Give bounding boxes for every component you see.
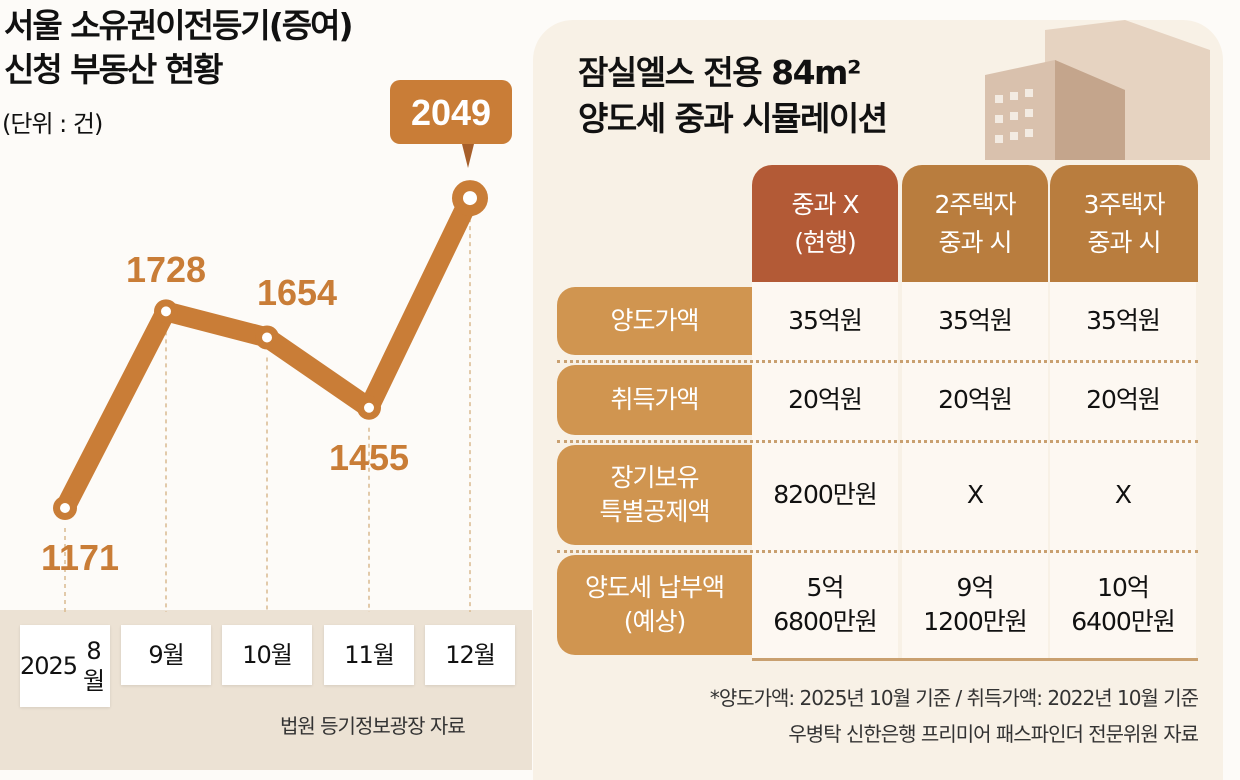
row-label: 양도세 납부액 (예상) — [557, 555, 752, 655]
cell-text: 양도가액 — [610, 306, 699, 335]
cell-text: 3주택자 — [1083, 189, 1166, 219]
data-point-center — [463, 191, 477, 206]
data-point-center — [262, 332, 272, 343]
x-tick-label: 9월 — [121, 625, 211, 685]
table-cell: 35억원 — [1050, 287, 1196, 355]
data-label: 1171 — [41, 537, 119, 578]
table-cell: 8200만원 — [752, 445, 898, 545]
unit-label: (단위 : 건) — [2, 110, 103, 138]
cell-text: (예상) — [623, 607, 687, 636]
data-label: 1455 — [329, 437, 409, 478]
tick-text: 12월 — [445, 641, 496, 669]
row-divider — [557, 440, 1198, 443]
cell-text: X — [1114, 480, 1132, 509]
cell-text: 8200만원 — [773, 480, 878, 509]
cell-text: 35억원 — [938, 306, 1013, 335]
x-tick-label: 11월 — [324, 625, 414, 685]
row-label: 양도가액 — [557, 287, 752, 355]
source-note: 우병탁 신한은행 프리미어 패스파인더 전문위원 자료 — [788, 722, 1199, 746]
callout-pointer — [462, 144, 474, 168]
x-tick-label: 2025 8월 — [20, 625, 110, 707]
cell-text: 9억 — [956, 573, 995, 602]
cell-text: 중과 시 — [1087, 227, 1162, 257]
cell-text: 10억 — [1097, 573, 1150, 602]
table-cell: 35억원 — [902, 287, 1048, 355]
table-cell: 35억원 — [752, 287, 898, 355]
cell-text: 1200만원 — [923, 607, 1028, 636]
cell-text: 양도세 납부액 — [585, 573, 725, 602]
table-title-line: 양도세 중과 시뮬레이션 — [578, 99, 888, 138]
cell-text: 6800만원 — [773, 607, 878, 636]
tick-text: 2025 — [20, 652, 78, 680]
cell-text: 특별공제액 — [599, 497, 710, 526]
highlight-callout — [390, 80, 512, 144]
table-cell: 9억 1200만원 — [902, 555, 1048, 655]
tick-text: 9월 — [148, 641, 184, 669]
cell-text: 20억원 — [938, 385, 1013, 414]
table-cell: 20억원 — [752, 365, 898, 435]
table-cell: 20억원 — [902, 365, 1048, 435]
tick-text: 8월 — [82, 637, 105, 695]
cell-text: 20억원 — [1086, 385, 1161, 414]
table-title: 잠실엘스 전용 84m² 양도세 중과 시뮬레이션 — [578, 50, 888, 142]
cell-text: (현행) — [794, 227, 857, 257]
data-label: 1654 — [257, 272, 337, 313]
data-label: 2049 — [411, 92, 491, 133]
cell-text: 2주택자 — [934, 189, 1017, 219]
table-bottom-line — [752, 658, 1198, 661]
cell-text: 중과 X — [791, 189, 859, 219]
cell-text: 35억원 — [1086, 306, 1161, 335]
title-line: 신청 부동산 현황 — [4, 50, 223, 89]
table-cell: X — [1050, 445, 1196, 545]
table-title-line: 잠실엘스 전용 84m² — [578, 53, 861, 92]
row-label: 취득가액 — [557, 365, 752, 435]
cell-text: 중과 시 — [938, 227, 1013, 257]
cell-text: 35억원 — [788, 306, 863, 335]
cell-text: 취득가액 — [610, 385, 699, 414]
title-line: 서울 소유권이전등기(증여) — [4, 6, 354, 45]
column-bg — [1050, 282, 1196, 660]
cell-text: 5억 — [806, 573, 845, 602]
apartment-building-illustration — [985, 20, 1210, 160]
data-label: 1728 — [126, 249, 206, 290]
column-header: 중과 X (현행) — [752, 165, 898, 282]
cell-text: 장기보유 — [610, 463, 699, 492]
table-cell: 10억 6400만원 — [1050, 555, 1196, 655]
x-tick-label: 12월 — [425, 625, 515, 685]
table-cell: 5억 6800만원 — [752, 555, 898, 655]
cell-text: 20억원 — [788, 385, 863, 414]
row-divider — [557, 550, 1198, 553]
table-cell: 20억원 — [1050, 365, 1196, 435]
line-chart: 1171 1728 1654 1455 2049 — [41, 80, 512, 612]
data-point-center — [161, 306, 171, 317]
data-point-center — [364, 402, 374, 413]
column-bg — [752, 282, 898, 660]
tick-text: 11월 — [344, 641, 395, 669]
chart-title: 서울 소유권이전등기(증여) 신청 부동산 현황 — [4, 4, 354, 92]
cell-text: 6400만원 — [1071, 607, 1176, 636]
tick-text: 10월 — [242, 641, 293, 669]
footnote: *양도가액: 2025년 10월 기준 / 취득가액: 2022년 10월 기준 — [709, 686, 1199, 710]
chart-source: 법원 등기정보광장 자료 — [280, 714, 466, 738]
x-tick-label: 10월 — [222, 625, 312, 685]
row-divider — [557, 360, 1198, 363]
cell-text: X — [966, 480, 984, 509]
table-cell: X — [902, 445, 1048, 545]
column-bg — [902, 282, 1048, 660]
data-point-center — [60, 503, 70, 513]
